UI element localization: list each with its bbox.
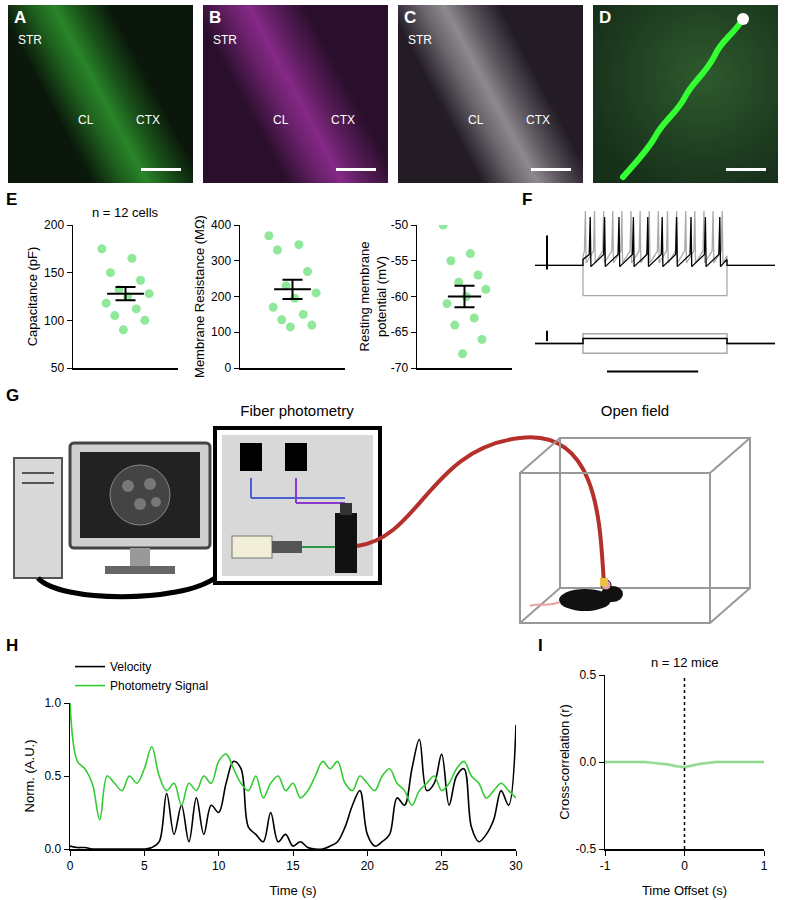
html-text:G: G xyxy=(6,386,20,405)
svg-text:50: 50 xyxy=(51,361,65,375)
svg-text:-0.5: -0.5 xyxy=(575,842,596,856)
html-text:I: I xyxy=(538,636,543,655)
svg-text:-50: -50 xyxy=(391,218,409,232)
svg-text:0.0: 0.0 xyxy=(44,842,61,856)
svg-text:Resting membranepotential (mV): Resting membranepotential (mV) xyxy=(357,242,389,352)
svg-text:200: 200 xyxy=(211,290,231,304)
svg-text:1: 1 xyxy=(761,859,768,873)
svg-text:Capacitance (pF): Capacitance (pF) xyxy=(25,247,40,347)
svg-text:100: 100 xyxy=(44,314,64,328)
html-text:STR: STR xyxy=(408,33,432,47)
html-text:A: A xyxy=(14,8,27,27)
svg-text:400: 400 xyxy=(211,218,231,232)
svg-text:0: 0 xyxy=(67,859,74,873)
svg-text:0.5: 0.5 xyxy=(579,668,596,682)
html-text:C: C xyxy=(404,8,417,27)
html-text:CTX: CTX xyxy=(136,113,160,127)
svg-text:300: 300 xyxy=(211,254,231,268)
html-text:B: B xyxy=(209,8,222,27)
svg-text:100: 100 xyxy=(211,325,231,339)
svg-text:Photometry Signal: Photometry Signal xyxy=(110,679,208,693)
svg-text:n = 12 mice: n = 12 mice xyxy=(651,655,719,670)
html-text:D: D xyxy=(599,8,612,27)
svg-text:10: 10 xyxy=(212,859,226,873)
svg-text:Time Offset (s): Time Offset (s) xyxy=(642,883,727,898)
svg-text:0: 0 xyxy=(681,859,688,873)
svg-text:Norm. (A.U.): Norm. (A.U.) xyxy=(22,740,37,813)
html-text:F: F xyxy=(522,190,533,209)
html-text:STR: STR xyxy=(18,33,42,47)
svg-text:-55: -55 xyxy=(391,254,409,268)
svg-text:-1: -1 xyxy=(600,859,611,873)
svg-text:0.5: 0.5 xyxy=(44,769,61,783)
svg-text:Cross-correlation (r): Cross-correlation (r) xyxy=(557,704,572,820)
html-text:E: E xyxy=(6,190,18,209)
svg-text:150: 150 xyxy=(44,266,64,280)
html-text:STR: STR xyxy=(213,33,237,47)
svg-text:Time (s): Time (s) xyxy=(269,883,316,898)
svg-text:0.0: 0.0 xyxy=(579,755,596,769)
svg-text:20: 20 xyxy=(361,859,375,873)
svg-text:Open field: Open field xyxy=(601,402,669,419)
svg-text:Velocity: Velocity xyxy=(110,660,151,674)
html-text:CL: CL xyxy=(78,113,94,127)
svg-text:0: 0 xyxy=(224,361,231,375)
svg-text:1.0: 1.0 xyxy=(44,696,61,710)
html-text:H: H xyxy=(6,636,19,655)
svg-text:-65: -65 xyxy=(391,325,409,339)
svg-text:30: 30 xyxy=(509,859,523,873)
svg-text:-60: -60 xyxy=(391,290,409,304)
html-text:CL: CL xyxy=(273,113,289,127)
html-text:CL: CL xyxy=(468,113,484,127)
svg-text:Membrane Resistance (MΩ): Membrane Resistance (MΩ) xyxy=(192,215,207,378)
svg-text:200: 200 xyxy=(44,218,64,232)
svg-text:-70: -70 xyxy=(391,361,409,375)
svg-text:5: 5 xyxy=(141,859,148,873)
svg-text:n = 12 cells: n = 12 cells xyxy=(92,205,159,220)
html-text:CTX: CTX xyxy=(526,113,550,127)
html-text:CTX: CTX xyxy=(331,113,355,127)
svg-text:25: 25 xyxy=(435,859,449,873)
svg-text:15: 15 xyxy=(286,859,300,873)
svg-text:Fiber photometry: Fiber photometry xyxy=(240,402,354,419)
